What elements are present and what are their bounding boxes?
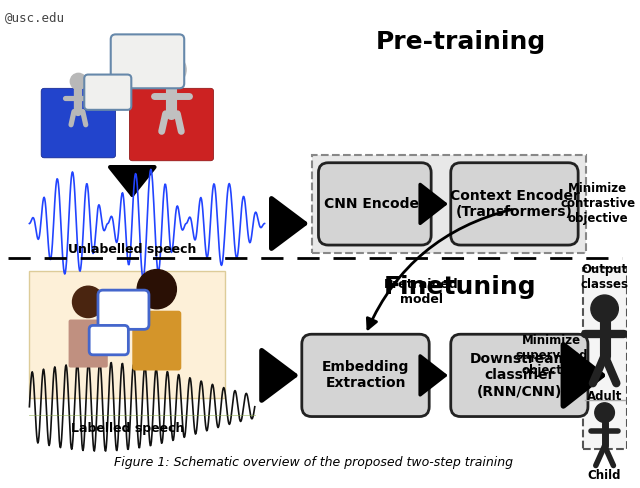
Text: CNN Encoder: CNN Encoder (324, 197, 426, 211)
Text: Adult: Adult (587, 390, 622, 403)
FancyBboxPatch shape (302, 334, 429, 417)
FancyBboxPatch shape (451, 334, 588, 417)
FancyBboxPatch shape (41, 88, 116, 158)
Text: Pre-training: Pre-training (376, 30, 546, 55)
Circle shape (157, 55, 186, 84)
Text: Labelled speech: Labelled speech (70, 423, 184, 435)
Text: Embedding
Extraction: Embedding Extraction (322, 360, 409, 390)
Text: Minimize
supervised
objective: Minimize supervised objective (515, 334, 588, 377)
FancyBboxPatch shape (111, 34, 184, 88)
Text: Unlabelled speech: Unlabelled speech (68, 243, 196, 256)
Bar (29, 20, 235, 173)
Text: Finetuning: Finetuning (384, 275, 537, 300)
Circle shape (72, 286, 104, 318)
Text: Pretrained
model: Pretrained model (384, 278, 459, 306)
Circle shape (595, 403, 614, 423)
Text: Figure 1: Schematic overview of the proposed two-step training: Figure 1: Schematic overview of the prop… (114, 456, 513, 469)
Circle shape (70, 73, 86, 89)
FancyBboxPatch shape (129, 88, 214, 161)
Bar (583, 267, 627, 449)
FancyBboxPatch shape (84, 75, 131, 110)
Bar (312, 155, 586, 253)
Text: Downstream
classifier
(RNN/CNN): Downstream classifier (RNN/CNN) (470, 352, 569, 399)
FancyBboxPatch shape (98, 290, 149, 329)
Text: Context Encoder
(Transformers): Context Encoder (Transformers) (449, 189, 579, 219)
Circle shape (591, 295, 618, 323)
Text: Child: Child (588, 469, 621, 483)
FancyBboxPatch shape (68, 320, 108, 367)
Text: Minimize
contrastive
objective: Minimize contrastive objective (560, 183, 636, 225)
FancyBboxPatch shape (132, 311, 181, 370)
Circle shape (137, 269, 177, 309)
Text: @usc.edu: @usc.edu (5, 11, 65, 24)
FancyBboxPatch shape (451, 163, 578, 245)
FancyBboxPatch shape (319, 163, 431, 245)
Text: Output
classes: Output classes (580, 263, 628, 291)
FancyBboxPatch shape (89, 325, 129, 355)
Bar (29, 270, 225, 398)
